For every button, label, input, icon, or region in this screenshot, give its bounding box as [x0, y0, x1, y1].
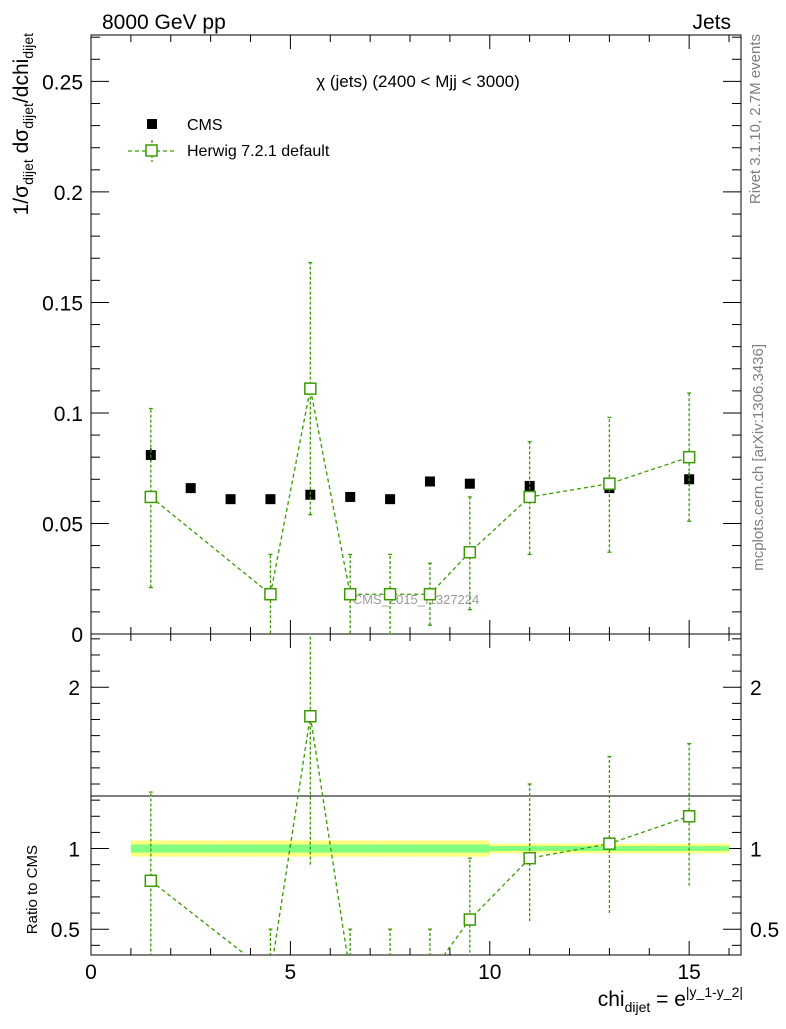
y-tick-label-ratio-right: 0.5: [750, 919, 779, 942]
x-tick-label: 10: [478, 961, 501, 984]
legend-cms-marker: [147, 119, 157, 129]
legend-herwig-label: Herwig 7.2.1 default: [187, 143, 330, 160]
x-tick-label: 15: [677, 961, 700, 984]
y-tick-label-ratio-right: 2: [750, 677, 762, 700]
band-inner-segment: [210, 844, 251, 853]
ratio-point: [603, 837, 616, 850]
legend: CMS Herwig 7.2.1 default: [128, 117, 330, 162]
legend-herwig-marker: [145, 144, 158, 157]
ratio-point: [304, 710, 317, 723]
herwig-point: [682, 450, 696, 464]
y-tick-label-ratio-right: 1: [750, 839, 762, 862]
y-tick-label-ratio: 0.5: [51, 919, 80, 942]
band-inner-segment: [449, 844, 490, 853]
ratio-point: [463, 913, 477, 926]
chart-title: χ (jets) (2400 < Mjj < 3000): [316, 72, 520, 91]
cms-point: [345, 491, 356, 502]
herwig-point: [264, 587, 277, 601]
ratio-uncertainty-band: [130, 840, 730, 857]
header-left: 8000 GeV pp: [102, 11, 226, 34]
cms-point: [305, 489, 316, 500]
y-tick-label-main: 0.15: [42, 292, 83, 315]
legend-cms-label: CMS: [187, 117, 223, 134]
cms-point: [464, 478, 475, 489]
ratio-point: [523, 851, 536, 865]
y-tick-label-main: 0.25: [42, 71, 83, 94]
cms-point: [385, 494, 396, 505]
herwig-point: [383, 587, 397, 601]
x-tick-label: 5: [285, 961, 297, 984]
herwig-point: [423, 587, 437, 601]
main-plot-data: [144, 262, 696, 634]
y-axis-label-ratio: Ratio to CMS: [24, 845, 41, 934]
herwig-point: [144, 490, 158, 504]
herwig-point: [523, 490, 536, 504]
herwig-line: [150, 388, 690, 596]
ratio-point: [424, 969, 435, 980]
band-inner-segment: [250, 844, 291, 853]
cms-point: [524, 480, 535, 491]
cms-point: [265, 494, 276, 505]
ratio-plot-data: [144, 634, 696, 980]
cms-point: [424, 476, 435, 487]
y-tick-label-ratio: 2: [68, 677, 80, 700]
y-axis-label-main: 1/σdijet dσdijet/dchidijet: [10, 33, 36, 215]
rivet-label: Rivet 3.1.10, 2.7M events: [747, 34, 764, 204]
mcplots-label: mcplots.cern.ch [arXiv:1306.3436]: [750, 344, 767, 571]
herwig-point: [463, 545, 477, 559]
ratio-point: [385, 969, 396, 980]
band-inner-segment: [370, 844, 411, 853]
header-right: Jets: [692, 11, 731, 34]
ratio-point: [265, 969, 276, 980]
ratio-point: [682, 810, 696, 823]
y-tick-label-main: 0.2: [54, 182, 83, 205]
x-tick-label: 0: [85, 961, 97, 984]
band-inner-segment: [410, 844, 450, 853]
ratio-point: [345, 969, 356, 980]
herwig-point: [343, 587, 357, 601]
herwig-point: [304, 382, 317, 395]
axis-ticks: [90, 35, 741, 955]
y-tick-label-main: 0.05: [42, 513, 83, 536]
cms-point: [185, 483, 196, 494]
cms-point: [225, 494, 236, 505]
ratio-herwig-line: [150, 716, 690, 955]
ratio-point: [144, 874, 158, 888]
y-tick-label-main-zero: 0: [71, 624, 83, 647]
herwig-point: [603, 477, 616, 490]
y-tick-label-main: 0.1: [54, 403, 83, 426]
y-tick-label-ratio: 1: [68, 839, 80, 862]
band-inner-segment: [170, 844, 211, 853]
ratio-panel-frame: [90, 633, 742, 956]
band-inner-segment: [330, 844, 371, 853]
x-axis-label: chidijet = e|y_1-y_2|: [598, 984, 743, 1015]
